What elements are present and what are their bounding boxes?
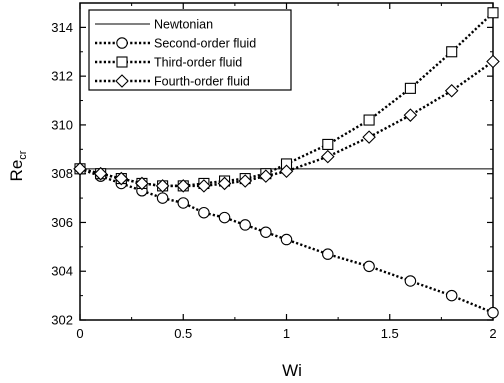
- series-layer: [73, 7, 500, 319]
- data-point-square: [446, 46, 458, 58]
- data-point-diamond: [176, 179, 191, 193]
- x-tick-label: 2: [489, 326, 496, 341]
- data-point-circle: [487, 306, 499, 319]
- y-axis-label: Recr: [7, 150, 29, 181]
- data-point-diamond: [362, 130, 376, 144]
- data-point-diamond: [217, 176, 232, 191]
- tick-labels: 0 0.5 1 1.5 2 302 304 306 308 310 312 314: [51, 20, 496, 341]
- data-point-square: [116, 56, 128, 68]
- legend-item-newtonian: Newtonian: [95, 18, 213, 32]
- data-point-diamond: [238, 174, 252, 188]
- data-point-square: [487, 7, 499, 19]
- data-point-diamond: [155, 179, 170, 193]
- y-tick-label: 308: [51, 166, 73, 181]
- legend: Newtonian Second-order fluid Third-order f…: [88, 9, 292, 91]
- data-point-circle: [218, 211, 231, 224]
- y-tick-label: 304: [51, 264, 73, 279]
- legend-item-third-order-fluid: Third-order fluid: [95, 56, 242, 70]
- data-point-diamond: [486, 54, 500, 69]
- x-axis-label: Wi: [282, 361, 302, 380]
- data-point-diamond: [135, 176, 149, 191]
- data-point-circle: [116, 37, 128, 49]
- series-line: [79, 167, 494, 314]
- y-tick-label: 306: [51, 215, 73, 230]
- series-fourth-order-fluid: [73, 54, 500, 193]
- y-axis-label-subscript: cr: [17, 150, 29, 160]
- legend-label: Second-order fluid: [154, 37, 256, 51]
- data-point-square: [363, 114, 375, 126]
- y-tick-label: 310: [51, 117, 73, 132]
- data-point-circle: [198, 206, 210, 219]
- y-axis-label-main: Re: [7, 160, 26, 182]
- data-point-circle: [322, 248, 334, 260]
- y-tick-label: 312: [51, 69, 73, 84]
- data-point-diamond: [93, 166, 108, 181]
- x-tick-label: 0: [76, 326, 83, 341]
- data-point-circle: [363, 260, 375, 273]
- x-tick-label: 0.5: [174, 326, 192, 341]
- data-point-circle: [280, 233, 293, 246]
- axis-ticks: [79, 3, 494, 321]
- data-point-circle: [177, 197, 190, 209]
- data-point-circle: [260, 226, 272, 238]
- data-point-circle: [404, 275, 417, 287]
- data-point-square: [404, 82, 416, 94]
- y-tick-label: 302: [51, 313, 73, 328]
- legend-label: Fourth-order fluid: [154, 75, 250, 89]
- plot-area: [73, 2, 500, 321]
- data-point-diamond: [279, 164, 294, 179]
- data-point-diamond: [403, 108, 418, 122]
- x-tick-label: 1.5: [381, 326, 399, 341]
- x-tick-label: 1: [283, 326, 290, 341]
- data-point-diamond: [73, 162, 87, 176]
- data-point-diamond: [197, 179, 211, 193]
- data-point-diamond: [321, 149, 335, 164]
- data-point-square: [322, 138, 334, 150]
- data-point-circle: [239, 219, 251, 231]
- data-point-diamond: [114, 171, 129, 186]
- data-point-circle: [156, 192, 169, 204]
- data-point-diamond: [115, 74, 129, 88]
- legend-label: Third-order fluid: [154, 56, 242, 70]
- data-point-diamond: [259, 169, 273, 183]
- legend-item-second-order-fluid: Second-order fluid: [95, 37, 256, 51]
- y-tick-label: 314: [51, 20, 73, 35]
- data-point-circle: [445, 289, 458, 302]
- legend-label: Newtonian: [154, 18, 213, 32]
- legend-item-fourth-order-fluid: Fourth-order fluid: [95, 74, 250, 89]
- series-line: [79, 60, 494, 188]
- data-point-diamond: [444, 84, 459, 98]
